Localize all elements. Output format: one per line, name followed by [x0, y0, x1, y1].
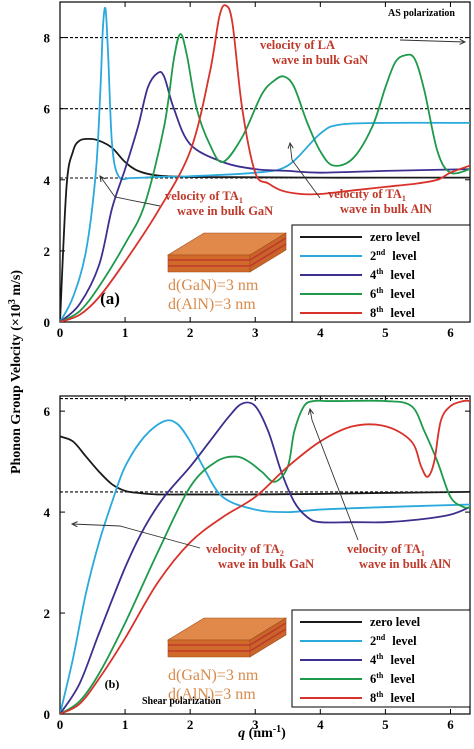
legend-label: 4th level [370, 267, 415, 282]
x-tick-label: 2 [187, 325, 194, 340]
arrow-head [287, 141, 294, 149]
y-tick-label: 6 [44, 404, 51, 419]
x-tick-label: 1 [122, 325, 129, 340]
legend-label: zero level [370, 615, 421, 629]
legend: zero level 2nd level 4th level 6th level 8th… [291, 609, 471, 708]
x-tick-label: 6 [447, 325, 454, 340]
x-tick-label: 5 [382, 325, 389, 340]
plot-frame [59, 395, 471, 715]
legend-label: 2nd level [370, 633, 417, 648]
series-level4-line [60, 401, 470, 714]
series-level8-line [60, 4, 470, 322]
annotation-leader [99, 175, 161, 207]
annotation-text: wave in bulk AlN [340, 202, 432, 216]
panel-label: (a) [100, 289, 120, 308]
material-thickness-label: d(AlN)=3 nm [168, 686, 256, 703]
x-tick-label: 6 [447, 717, 454, 732]
material-thickness-label: d(GaN)=3 nm [168, 667, 259, 684]
x-tick-label: 2 [187, 717, 194, 732]
annotation-text: velocity of TA1 [347, 542, 425, 558]
plot-frame [59, 1, 471, 323]
y-tick-label: 4 [44, 173, 51, 188]
legend-label: 6th level [370, 671, 415, 686]
panel-a: 0 1 2 3 4 5 6 0 2 4 6 8 AS polarization (a) velocity o… [44, 1, 471, 340]
y-tick-label: 2 [44, 606, 51, 621]
x-tick-label: 4 [317, 717, 324, 732]
legend-label: 2nd level [370, 248, 417, 263]
series-level4-line [60, 71, 470, 322]
series-zero-line [60, 137, 470, 322]
y-tick-label: 2 [44, 244, 51, 259]
series-level8-line [60, 399, 470, 714]
annotation-text: wave in bulk GaN [272, 53, 368, 67]
y-tick-label: 6 [44, 102, 51, 117]
annotation-text: velocity of TA1 [328, 187, 406, 203]
annotation-text: velocity of TA2 [206, 542, 284, 558]
legend-label: zero level [370, 230, 421, 244]
annotation-text: wave in bulk GaN [177, 204, 273, 218]
y-tick-label: 4 [44, 505, 51, 520]
legend-label: 6th level [370, 286, 415, 301]
panel-label: (b) [105, 677, 120, 691]
y-tick-label: 8 [44, 31, 51, 46]
legend-label: 8th level [370, 690, 415, 705]
legend: zero level 2nd level 4th level 6th level 8th… [291, 224, 471, 323]
panel-b: 0 1 2 3 4 5 6 0 2 4 6 Shear polarization (b) velocity… [44, 395, 471, 732]
material-thickness-label: d(GaN)=3 nm [168, 277, 259, 294]
annotation-leader [309, 408, 359, 541]
series-level6-line [60, 399, 470, 714]
y-axis-title: Phonon Group Velocity (×103 m/s) [7, 270, 24, 474]
arrow-head [99, 175, 106, 182]
annotation-text: wave in bulk GaN [218, 557, 314, 571]
x-axis-title: q (nm-1) [238, 724, 286, 741]
y-tick-label: 0 [44, 707, 51, 722]
annotation-text: wave in bulk AlN [359, 557, 451, 571]
x-tick-label: 3 [252, 325, 259, 340]
heterostructure-slab-icon [166, 232, 288, 273]
polarization-label: AS polarization [388, 8, 455, 19]
y-tick-label: 0 [44, 315, 51, 330]
x-tick-label: 0 [57, 325, 64, 340]
series-level2-line [60, 419, 470, 714]
x-tick-label: 1 [122, 717, 129, 732]
annotation-text: velocity of TA1 [165, 189, 243, 205]
x-tick-label: 4 [317, 325, 324, 340]
series-level6-line [60, 33, 470, 322]
material-thickness-label: d(AlN)=3 nm [168, 296, 256, 313]
annotation-leader [399, 39, 466, 43]
arrow-head [459, 38, 467, 45]
legend-label: 8th level [370, 305, 415, 320]
x-tick-label: 5 [382, 717, 389, 732]
annotation-leader [71, 523, 201, 549]
annotation-leader [289, 142, 321, 199]
x-tick-label: 3 [252, 717, 259, 732]
x-tick-label: 0 [57, 717, 64, 732]
series-level2-line [60, 7, 470, 322]
heterostructure-slab-icon [166, 617, 288, 658]
annotation-text: velocity of LA [260, 38, 335, 52]
polarization-label: Shear polarization [142, 696, 221, 707]
legend-label: 4th level [370, 652, 415, 667]
arrow-head [70, 521, 78, 528]
series-zero-line [60, 435, 470, 496]
arrow-head [307, 407, 314, 415]
